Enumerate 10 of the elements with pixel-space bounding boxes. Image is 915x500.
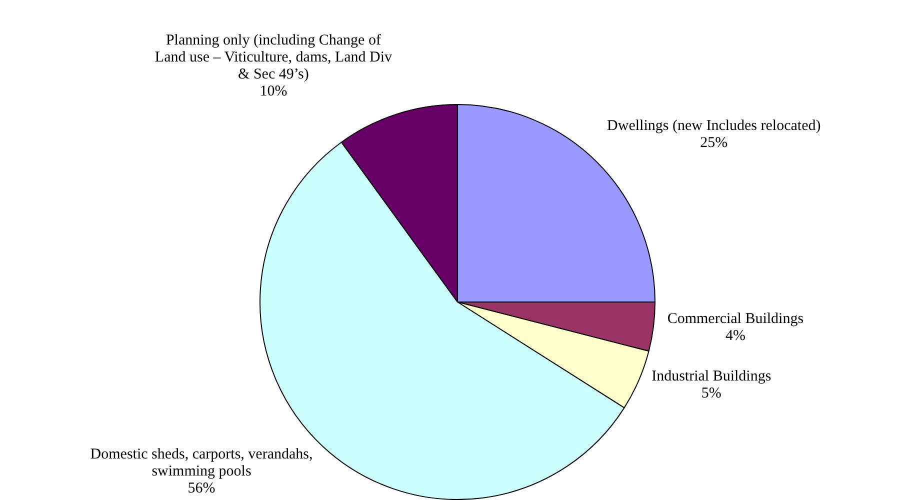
data-label: 4% (725, 328, 746, 344)
slice-label: Commercial Buildings (667, 310, 804, 327)
slice-label: Dwellings (new Includes relocated) (607, 118, 821, 134)
data-label: 25% (700, 134, 728, 151)
data-label: 5% (701, 385, 722, 402)
slice-label: Planning only (including Change of Land use – Viticulture, dams, Land Div & Sec 49’s) (154, 32, 393, 82)
slice-label: Industrial Buildings (652, 368, 772, 384)
data-label: 10% (260, 83, 288, 100)
data-label: 56% (188, 480, 216, 496)
slice-label: Domestic sheds, carports, verandahs, swimming pools (90, 446, 313, 480)
